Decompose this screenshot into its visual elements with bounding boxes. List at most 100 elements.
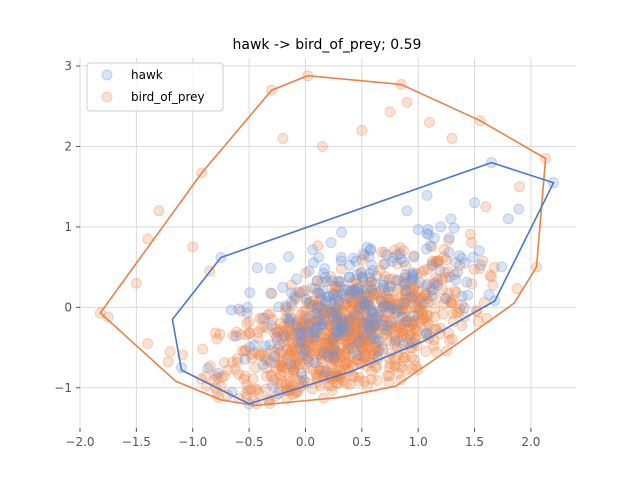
- data-point-hawk: [483, 289, 495, 301]
- data-point-hawk: [284, 314, 296, 326]
- data-point-bird-of-prey: [378, 285, 390, 297]
- data-point-hawk: [421, 280, 433, 292]
- data-point-bird-of-prey: [298, 359, 310, 371]
- data-point-bird-of-prey: [272, 342, 284, 354]
- data-point-bird-of-prey: [384, 293, 396, 305]
- data-point-bird-of-prey: [323, 333, 335, 345]
- data-point-bird-of-prey: [345, 326, 357, 338]
- data-point-bird-of-prey: [376, 295, 388, 307]
- data-point-bird-of-prey: [348, 320, 360, 332]
- data-point-bird-of-prey: [302, 350, 314, 362]
- data-point-bird-of-prey: [315, 353, 327, 365]
- data-point-bird-of-prey: [410, 326, 422, 338]
- data-point-hawk: [326, 306, 338, 318]
- data-point-bird-of-prey: [324, 345, 336, 357]
- data-point-bird-of-prey: [357, 341, 369, 353]
- data-point-bird-of-prey: [177, 349, 189, 361]
- data-point-bird-of-prey: [418, 313, 430, 325]
- data-point-bird-of-prey: [344, 379, 356, 391]
- data-point-bird-of-prey: [302, 326, 314, 338]
- data-point-bird-of-prey: [349, 285, 361, 297]
- data-point-bird-of-prey: [344, 313, 356, 325]
- data-point-bird-of-prey: [333, 356, 345, 368]
- data-point-bird-of-prey: [329, 333, 341, 345]
- data-point-bird-of-prey: [294, 341, 306, 353]
- data-point-bird-of-prey: [388, 338, 400, 350]
- data-point-hawk: [312, 300, 324, 312]
- data-point-bird-of-prey: [370, 336, 382, 348]
- data-point-bird-of-prey: [323, 311, 335, 323]
- data-point-bird-of-prey: [446, 297, 458, 309]
- data-point-bird-of-prey: [432, 257, 444, 269]
- data-point-hawk: [314, 313, 326, 325]
- data-point-hawk: [349, 284, 361, 296]
- data-point-bird-of-prey: [445, 296, 457, 308]
- data-point-bird-of-prey: [332, 293, 344, 305]
- data-point-bird-of-prey: [304, 318, 316, 330]
- data-point-bird-of-prey: [341, 335, 353, 347]
- data-point-bird-of-prey: [451, 306, 463, 318]
- data-point-hawk: [269, 350, 281, 362]
- data-point-bird-of-prey: [340, 355, 352, 367]
- data-point-bird-of-prey: [297, 333, 309, 345]
- data-point-bird-of-prey: [209, 374, 221, 386]
- data-point-bird-of-prey: [355, 297, 367, 309]
- data-point-hawk: [379, 258, 391, 270]
- data-point-bird-of-prey: [352, 305, 364, 317]
- data-point-bird-of-prey: [262, 309, 274, 321]
- data-point-bird-of-prey: [379, 246, 391, 258]
- data-point-bird-of-prey: [345, 296, 357, 308]
- data-point-hawk: [379, 300, 391, 312]
- data-point-bird-of-prey: [428, 283, 440, 295]
- data-point-hawk: [325, 237, 337, 249]
- legend-label-hawk: hawk: [131, 68, 163, 82]
- data-point-bird-of-prey: [360, 298, 372, 310]
- data-point-bird-of-prey: [334, 307, 346, 319]
- data-point-bird-of-prey: [409, 301, 421, 313]
- data-point-bird-of-prey: [293, 329, 305, 341]
- data-point-bird-of-prey: [268, 374, 280, 386]
- data-point-bird-of-prey: [338, 289, 350, 301]
- data-point-hawk: [428, 232, 440, 244]
- data-point-bird-of-prey: [354, 314, 366, 326]
- data-point-bird-of-prey: [309, 345, 321, 357]
- data-point-hawk: [322, 350, 334, 362]
- data-point-hawk: [426, 290, 438, 302]
- data-point-bird-of-prey: [326, 308, 338, 320]
- data-point-bird-of-prey: [288, 364, 300, 376]
- data-point-bird-of-prey: [319, 303, 331, 315]
- data-point-hawk: [440, 292, 452, 304]
- data-point-bird-of-prey: [406, 363, 418, 375]
- data-point-bird-of-prey: [283, 317, 295, 329]
- data-point-bird-of-prey: [339, 346, 351, 358]
- data-point-hawk: [448, 222, 460, 234]
- data-point-bird-of-prey: [345, 288, 357, 300]
- data-point-bird-of-prey: [366, 314, 378, 326]
- data-point-bird-of-prey: [250, 383, 262, 395]
- data-point-bird-of-prey: [401, 332, 413, 344]
- data-point-bird-of-prey: [288, 364, 300, 376]
- data-point-bird-of-prey: [338, 298, 350, 310]
- data-point-hawk: [406, 270, 418, 282]
- data-point-hawk: [401, 205, 413, 217]
- data-point-bird-of-prey: [234, 329, 246, 341]
- data-point-bird-of-prey: [404, 284, 416, 296]
- data-point-bird-of-prey: [365, 281, 377, 293]
- data-point-bird-of-prey: [372, 345, 384, 357]
- data-point-bird-of-prey: [345, 333, 357, 345]
- data-point-hawk: [456, 252, 468, 264]
- data-point-bird-of-prey: [326, 321, 338, 333]
- data-point-bird-of-prey: [266, 369, 278, 381]
- chart-title: hawk -> bird_of_prey; 0.59: [233, 37, 422, 53]
- data-point-bird-of-prey: [353, 375, 365, 387]
- data-point-bird-of-prey: [325, 358, 337, 370]
- data-point-hawk: [434, 264, 446, 276]
- data-point-bird-of-prey: [251, 384, 263, 396]
- data-point-bird-of-prey: [348, 346, 360, 358]
- data-point-bird-of-prey: [406, 318, 418, 330]
- data-point-bird-of-prey: [323, 320, 335, 332]
- data-point-bird-of-prey: [342, 316, 354, 328]
- data-point-bird-of-prey: [406, 292, 418, 304]
- data-point-bird-of-prey: [363, 334, 375, 346]
- data-point-bird-of-prey: [356, 333, 368, 345]
